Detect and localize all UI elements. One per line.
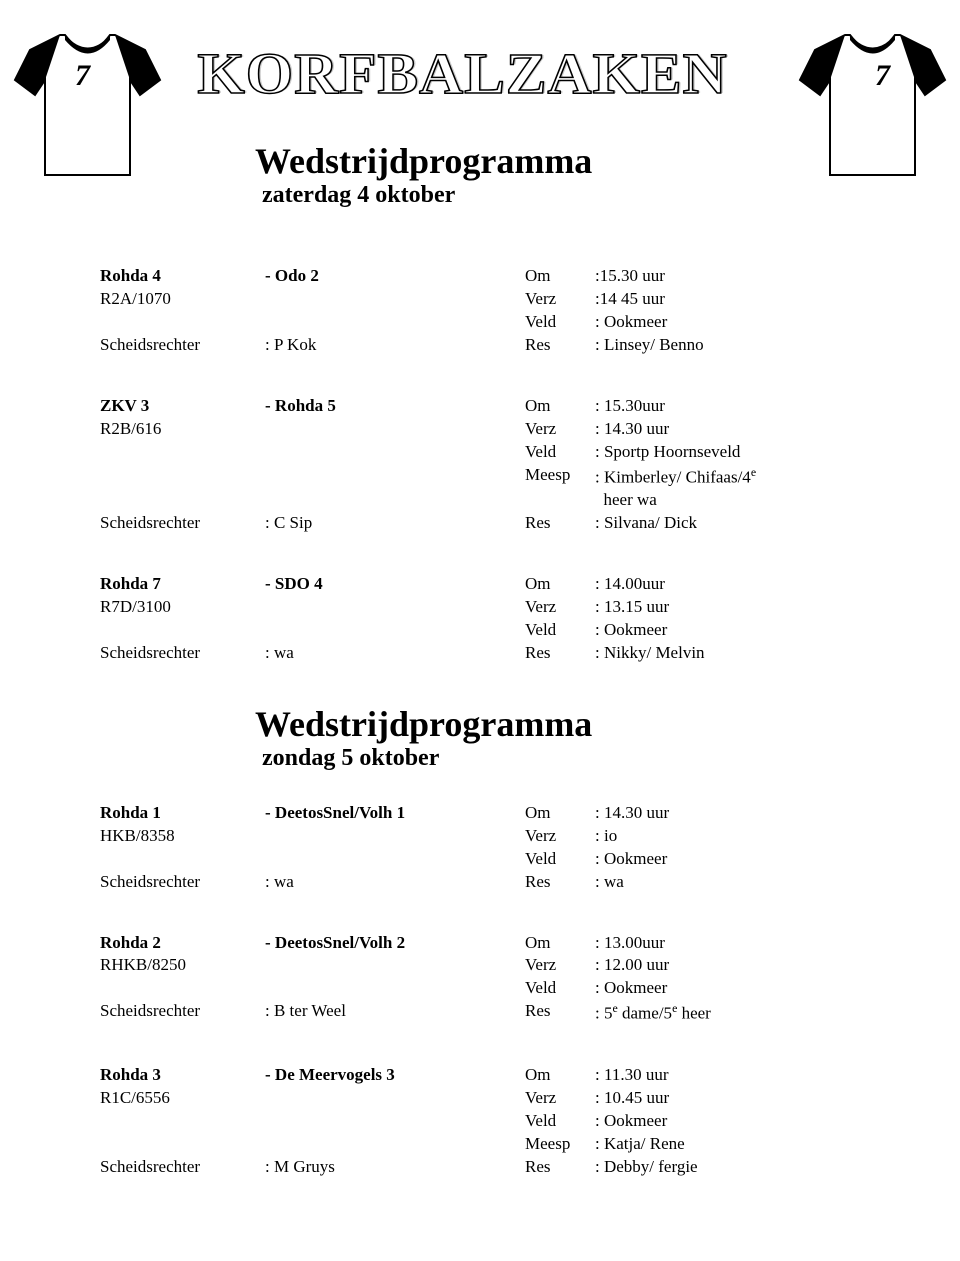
label-om: Om: [525, 932, 595, 955]
label-verz: Verz: [525, 418, 595, 441]
val-veld: : Ookmeer: [595, 311, 860, 334]
match-code: RHKB/8250: [100, 954, 265, 977]
val-om: : 14.00uur: [595, 573, 860, 596]
label-scheids: Scheidsrechter: [100, 1000, 265, 1026]
label-verz: Verz: [525, 1087, 595, 1110]
match-block: Rohda 1 - DeetosSnel/Volh 1 Om : 14.30 u…: [100, 802, 860, 894]
away-team: - De Meervogels 3: [265, 1064, 525, 1087]
away-team: - DeetosSnel/Volh 2: [265, 932, 525, 955]
val-ref: : M Gruys: [265, 1156, 525, 1179]
val-veld: : Ookmeer: [595, 1110, 860, 1133]
label-veld: Veld: [525, 1110, 595, 1133]
val-verz: : 14.30 uur: [595, 418, 860, 441]
val-om: : 14.30 uur: [595, 802, 860, 825]
label-res: Res: [525, 871, 595, 894]
val-ref: : wa: [265, 871, 525, 894]
label-scheids: Scheidsrechter: [100, 1156, 265, 1179]
val-veld: : Ookmeer: [595, 619, 860, 642]
match-code: R7D/3100: [100, 596, 265, 619]
label-scheids: Scheidsrechter: [100, 512, 265, 535]
label-res: Res: [525, 512, 595, 535]
page-header: 7 KORFBALZAKEN 7 Wedstrijdprogramma zate…: [100, 20, 860, 210]
section1-title: Wedstrijdprogramma: [255, 140, 592, 182]
val-om: : 13.00uur: [595, 932, 860, 955]
match-block: ZKV 3 - Rohda 5 Om : 15.30uur R2B/616 Ve…: [100, 395, 860, 535]
main-title: KORFBALZAKEN: [197, 40, 727, 107]
val-verz: : 12.00 uur: [595, 954, 860, 977]
label-verz: Verz: [525, 288, 595, 311]
val-om: : 15.30uur: [595, 395, 860, 418]
label-res: Res: [525, 334, 595, 357]
label-verz: Verz: [525, 954, 595, 977]
match-block: Rohda 3 - De Meervogels 3 Om : 11.30 uur…: [100, 1064, 860, 1179]
jersey-number: 7: [75, 59, 91, 92]
label-scheids: Scheidsrechter: [100, 871, 265, 894]
label-veld: Veld: [525, 619, 595, 642]
label-res: Res: [525, 1156, 595, 1179]
away-team: - DeetosSnel/Volh 1: [265, 802, 525, 825]
section2-subtitle: zondag 5 oktober: [262, 745, 860, 772]
home-team: Rohda 1: [100, 802, 265, 825]
val-om: : 11.30 uur: [595, 1064, 860, 1087]
val-verz: : 10.45 uur: [595, 1087, 860, 1110]
label-veld: Veld: [525, 441, 595, 464]
match-code: HKB/8358: [100, 825, 265, 848]
home-team: Rohda 3: [100, 1064, 265, 1087]
val-veld: : Ookmeer: [595, 848, 860, 871]
val-res: : Debby/ fergie: [595, 1156, 860, 1179]
home-team: Rohda 2: [100, 932, 265, 955]
match-block: Rohda 2 - DeetosSnel/Volh 2 Om : 13.00uu…: [100, 932, 860, 1026]
label-om: Om: [525, 1064, 595, 1087]
label-meesp: Meesp: [525, 464, 595, 490]
val-res: : Nikky/ Melvin: [595, 642, 860, 665]
val-verz: : io: [595, 825, 860, 848]
label-verz: Verz: [525, 596, 595, 619]
home-team: Rohda 7: [100, 573, 265, 596]
section2-title: Wedstrijdprogramma: [255, 703, 860, 745]
val-ref: : P Kok: [265, 334, 525, 357]
match-code: R2B/616: [100, 418, 265, 441]
val-meesp2: heer wa: [595, 489, 860, 512]
val-verz: : 13.15 uur: [595, 596, 860, 619]
label-veld: Veld: [525, 311, 595, 334]
val-res: : Silvana/ Dick: [595, 512, 860, 535]
label-veld: Veld: [525, 977, 595, 1000]
away-team: - Odo 2: [265, 265, 525, 288]
match-code: R2A/1070: [100, 288, 265, 311]
label-om: Om: [525, 265, 595, 288]
label-verz: Verz: [525, 825, 595, 848]
val-ref: : C Sip: [265, 512, 525, 535]
label-scheids: Scheidsrechter: [100, 334, 265, 357]
match-block: Rohda 7 - SDO 4 Om : 14.00uur R7D/3100 V…: [100, 573, 860, 665]
away-team: - Rohda 5: [265, 395, 525, 418]
val-ref: : wa: [265, 642, 525, 665]
label-res: Res: [525, 642, 595, 665]
val-res: : Linsey/ Benno: [595, 334, 860, 357]
label-res: Res: [525, 1000, 595, 1026]
label-om: Om: [525, 573, 595, 596]
match-code: R1C/6556: [100, 1087, 265, 1110]
jersey-right-icon: 7: [795, 25, 950, 185]
label-om: Om: [525, 395, 595, 418]
home-team: Rohda 4: [100, 265, 265, 288]
home-team: ZKV 3: [100, 395, 265, 418]
val-meesp: : Kimberley/ Chifaas/4e: [595, 464, 860, 490]
jersey-number: 7: [875, 59, 891, 92]
val-ref: : B ter Weel: [265, 1000, 525, 1026]
label-meesp: Meesp: [525, 1133, 595, 1156]
away-team: - SDO 4: [265, 573, 525, 596]
val-res: : 5e dame/5e heer: [595, 1000, 860, 1026]
val-veld: : Sportp Hoornseveld: [595, 441, 860, 464]
label-veld: Veld: [525, 848, 595, 871]
section1-subtitle: zaterdag 4 oktober: [262, 182, 592, 209]
val-res: : wa: [595, 871, 860, 894]
val-meesp: : Katja/ Rene: [595, 1133, 860, 1156]
val-veld: : Ookmeer: [595, 977, 860, 1000]
val-verz: :14 45 uur: [595, 288, 860, 311]
match-block: Rohda 4 - Odo 2 Om :15.30 uur R2A/1070 V…: [100, 265, 860, 357]
val-om: :15.30 uur: [595, 265, 860, 288]
label-om: Om: [525, 802, 595, 825]
label-scheids: Scheidsrechter: [100, 642, 265, 665]
